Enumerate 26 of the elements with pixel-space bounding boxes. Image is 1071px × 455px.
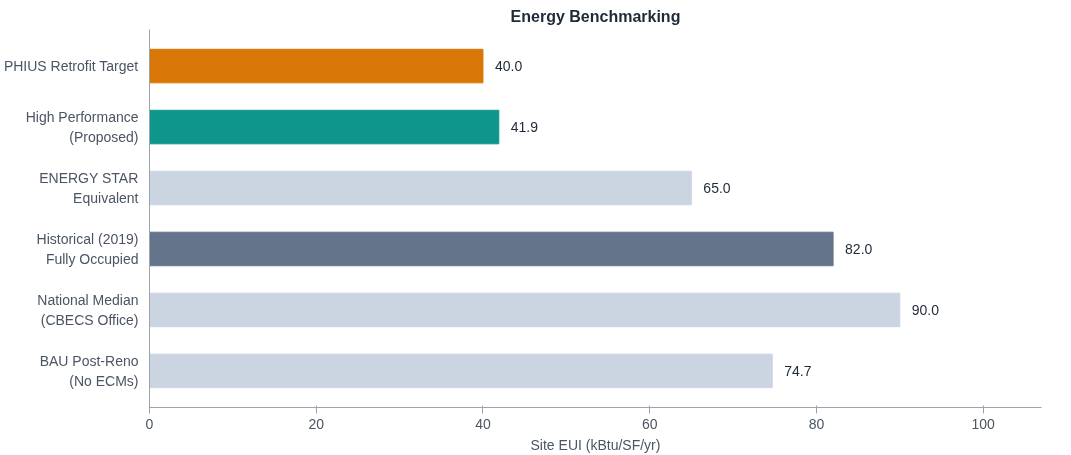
x-tick-label: 20 [308, 415, 325, 432]
bar [149, 353, 773, 389]
y-tick-label: PHIUS Retrofit Target [3, 58, 139, 75]
data-label: 90.0 [911, 301, 940, 318]
bar [149, 109, 500, 145]
bar [149, 48, 484, 84]
y-tick-label: Historical (2019) Fully Occupied [36, 231, 139, 267]
x-tick-label: 60 [641, 415, 658, 432]
data-label: 40.0 [494, 58, 523, 75]
x-axis-title: Site EUI (kBtu/SF/yr) [530, 436, 661, 453]
x-tick-label: 40 [475, 415, 491, 432]
x-tick-label: 0 [145, 415, 154, 432]
x-tick-label: 100 [971, 415, 996, 432]
bar [149, 231, 834, 267]
y-tick-label: BAU Post-Reno (No ECMs) [39, 353, 139, 389]
data-label: 74.7 [784, 362, 812, 379]
bar [149, 170, 692, 206]
y-tick-label: ENERGY STAR Equivalent [39, 170, 139, 206]
data-label: 41.9 [510, 119, 539, 136]
y-tick-label: High Performance (Proposed) [25, 109, 139, 145]
data-label: 65.0 [703, 180, 731, 197]
bar [149, 292, 901, 328]
data-label: 82.0 [845, 240, 873, 257]
x-tick-label: 80 [808, 415, 825, 432]
y-tick-label: National Median (CBECS Office) [37, 292, 139, 328]
chart-title: Energy Benchmarking [510, 7, 681, 25]
